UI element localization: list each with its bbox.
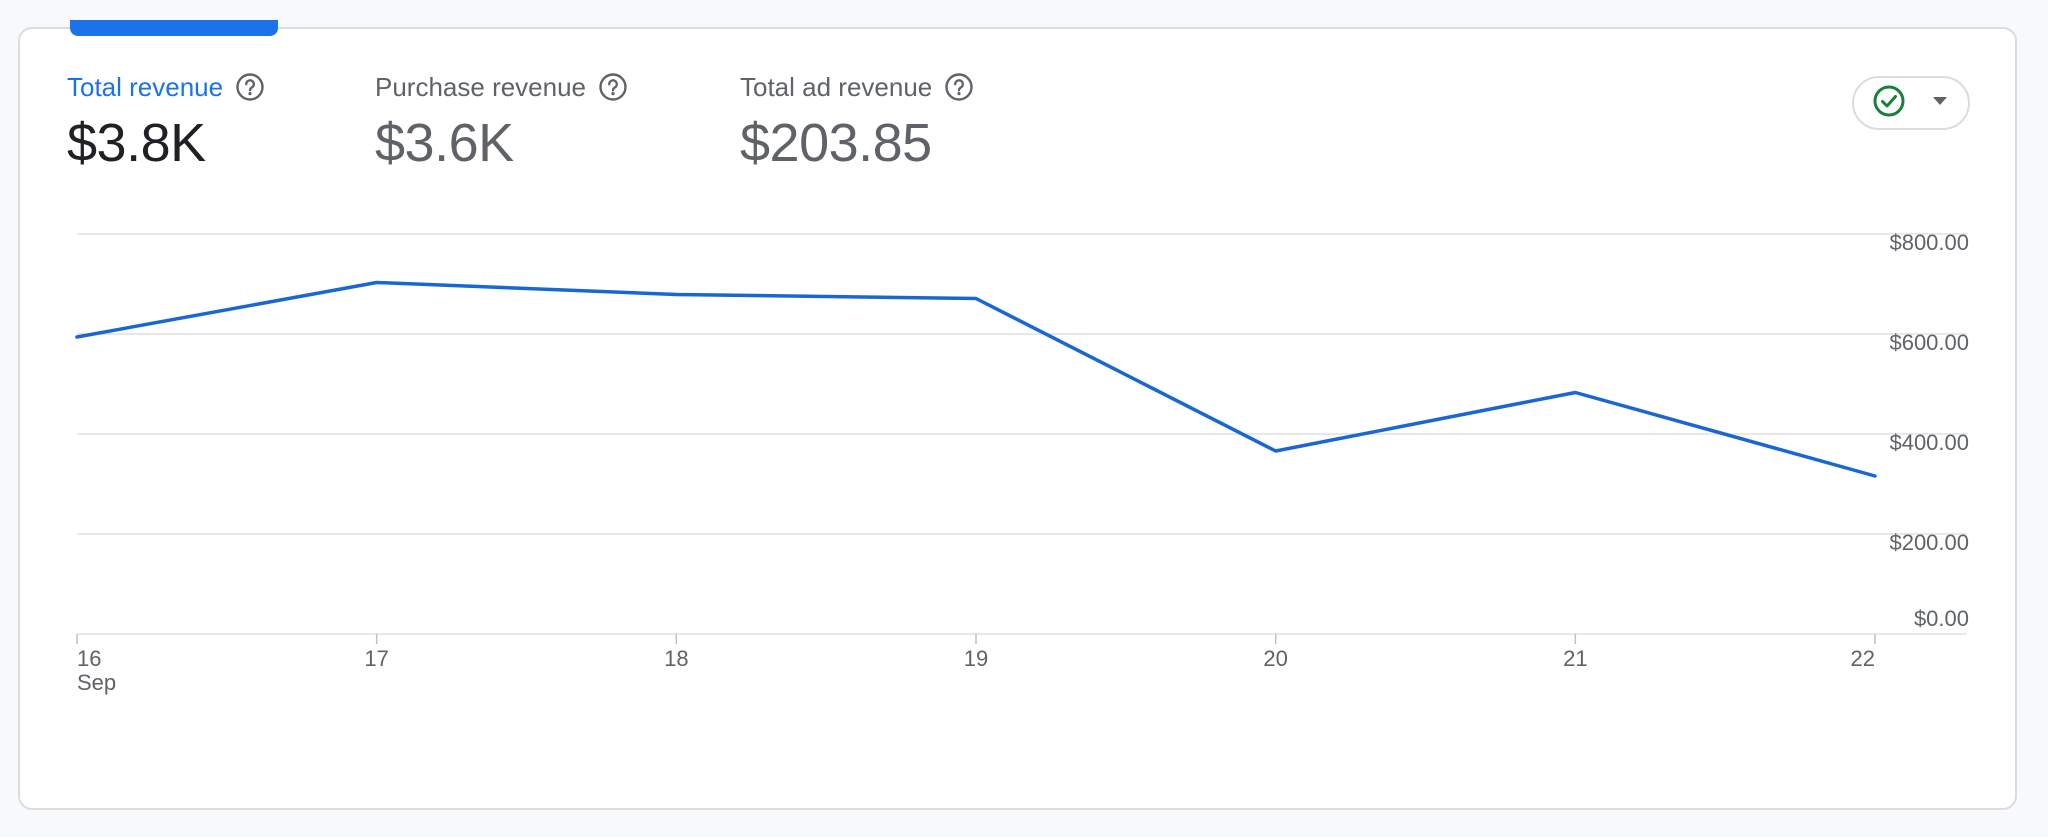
metric-value: $203.85 <box>740 113 932 173</box>
x-tick-label: 21 <box>1563 646 1587 671</box>
series-line <box>75 280 1877 478</box>
x-tick-label: 16 <box>77 646 101 671</box>
metric-label: Total ad revenue <box>740 71 933 102</box>
help-icon[interactable] <box>598 72 628 102</box>
x-tick-label: 22 <box>1851 646 1875 671</box>
metric-value: $3.8K <box>67 113 206 173</box>
metric-total-revenue[interactable]: Total revenue $3.8K <box>67 70 265 174</box>
x-tick-label: 18 <box>664 646 688 671</box>
x-tick-sublabel: Sep <box>77 670 116 695</box>
revenue-card <box>18 27 2017 810</box>
metric-purchase-revenue[interactable]: Purchase revenue $3.6K <box>375 70 628 174</box>
active-tab-indicator <box>70 20 278 36</box>
y-tick-label: $600.00 <box>1889 330 1969 355</box>
x-tick-label: 19 <box>964 646 988 671</box>
y-tick-label: $400.00 <box>1889 430 1969 455</box>
chevron-down-icon <box>1930 94 1950 112</box>
x-tick-label: 20 <box>1263 646 1287 671</box>
metric-total-ad-revenue[interactable]: Total ad revenue $203.85 <box>740 70 974 174</box>
y-tick-label: $200.00 <box>1889 530 1969 555</box>
metric-label: Purchase revenue <box>375 71 587 102</box>
y-tick-label: $800.00 <box>1889 230 1969 255</box>
metric-label: Total revenue <box>67 71 224 102</box>
check-circle-icon <box>1872 84 1906 123</box>
x-tick-label: 17 <box>364 646 388 671</box>
metric-value: $3.6K <box>375 113 514 173</box>
comparison-status-dropdown[interactable] <box>1852 76 1970 130</box>
y-tick-label: $0.00 <box>1914 606 1969 631</box>
help-icon[interactable] <box>944 72 974 102</box>
help-icon[interactable] <box>235 72 265 102</box>
